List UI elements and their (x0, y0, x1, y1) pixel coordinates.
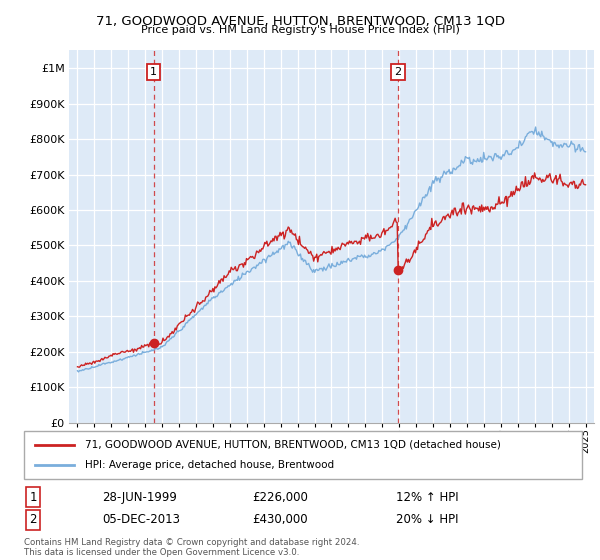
Text: 05-DEC-2013: 05-DEC-2013 (102, 513, 180, 526)
Text: 1: 1 (150, 67, 157, 77)
Text: Contains HM Land Registry data © Crown copyright and database right 2024.
This d: Contains HM Land Registry data © Crown c… (24, 538, 359, 557)
Text: 28-JUN-1999: 28-JUN-1999 (102, 491, 177, 504)
Text: £430,000: £430,000 (252, 513, 308, 526)
FancyBboxPatch shape (24, 431, 582, 479)
Text: Price paid vs. HM Land Registry's House Price Index (HPI): Price paid vs. HM Land Registry's House … (140, 25, 460, 35)
Text: 2: 2 (394, 67, 401, 77)
Text: 1: 1 (29, 491, 37, 504)
Text: £226,000: £226,000 (252, 491, 308, 504)
Text: HPI: Average price, detached house, Brentwood: HPI: Average price, detached house, Bren… (85, 460, 335, 470)
Text: 2: 2 (29, 513, 37, 526)
Text: 71, GOODWOOD AVENUE, HUTTON, BRENTWOOD, CM13 1QD (detached house): 71, GOODWOOD AVENUE, HUTTON, BRENTWOOD, … (85, 440, 501, 450)
Text: 12% ↑ HPI: 12% ↑ HPI (396, 491, 458, 504)
Text: 71, GOODWOOD AVENUE, HUTTON, BRENTWOOD, CM13 1QD: 71, GOODWOOD AVENUE, HUTTON, BRENTWOOD, … (95, 14, 505, 27)
Text: 20% ↓ HPI: 20% ↓ HPI (396, 513, 458, 526)
